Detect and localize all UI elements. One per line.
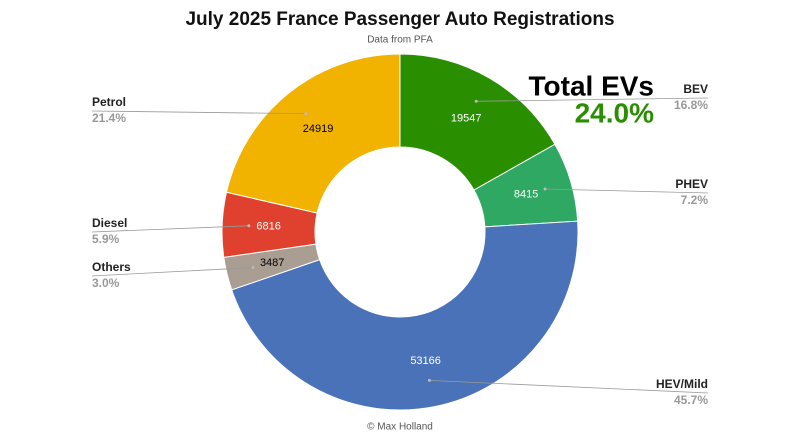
value-label: 6816 — [256, 221, 280, 233]
value-label: 53166 — [410, 355, 441, 367]
leader-line — [476, 97, 709, 102]
legend-label: PHEV — [675, 177, 708, 191]
percent-label: 3.0% — [92, 276, 120, 290]
annotation-value: 24.0% — [575, 97, 654, 128]
leader-line — [545, 188, 709, 194]
percent-label: 45.7% — [674, 393, 708, 407]
percent-label: 16.8% — [674, 98, 708, 112]
legend-label: Petrol — [92, 95, 126, 109]
leader-dot — [543, 187, 547, 191]
slice — [399, 53, 556, 191]
value-label: 24919 — [303, 123, 334, 135]
value-label: 19547 — [451, 112, 482, 124]
annotation-title: Total EVs — [528, 70, 654, 101]
leader-line — [429, 380, 709, 394]
legend-label: Diesel — [92, 216, 127, 230]
leader-dot — [427, 378, 431, 382]
value-label: 8415 — [514, 189, 538, 201]
leader-line — [91, 267, 253, 277]
chart-subtitle: Data from PFA — [367, 35, 433, 46]
chart-title: July 2025 France Passenger Auto Registra… — [185, 9, 614, 30]
slice — [231, 220, 579, 411]
leader-dot — [251, 266, 255, 270]
slice — [225, 53, 401, 214]
credit: © Max Holland — [367, 422, 433, 433]
percent-label: 5.9% — [92, 232, 120, 246]
value-label: 3487 — [260, 257, 284, 269]
legend-label: BEV — [683, 82, 708, 96]
percent-label: 7.2% — [681, 193, 709, 207]
leader-dot — [247, 224, 251, 228]
leader-dot — [304, 112, 308, 116]
leader-line — [91, 110, 306, 115]
leader-line — [91, 225, 249, 233]
leader-dot — [474, 99, 478, 103]
legend-label: HEV/Mild — [656, 377, 708, 391]
legend-label: Others — [92, 260, 131, 274]
percent-label: 21.4% — [92, 111, 126, 125]
